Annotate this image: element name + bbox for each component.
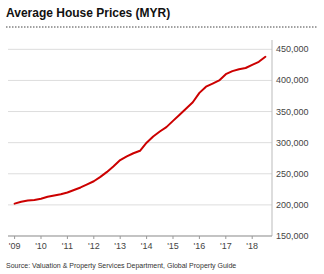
x-tick bbox=[173, 236, 174, 239]
x-tick bbox=[93, 236, 94, 239]
x-axis-line bbox=[8, 236, 272, 237]
plot-area bbox=[15, 57, 266, 204]
x-tick-label: '17 bbox=[220, 241, 232, 251]
grid-line bbox=[8, 142, 272, 143]
x-tick bbox=[120, 236, 121, 239]
x-tick bbox=[199, 236, 200, 239]
x-tick-label: '10 bbox=[35, 241, 47, 251]
x-tick bbox=[41, 236, 42, 239]
grid-line bbox=[8, 111, 272, 112]
x-tick bbox=[225, 236, 226, 239]
y-axis-line bbox=[272, 40, 273, 236]
y-tick-label: 200,000 bbox=[276, 200, 309, 210]
x-tick-label: '09 bbox=[9, 241, 21, 251]
y-tick-label: 400,000 bbox=[276, 75, 309, 85]
price-line bbox=[15, 57, 266, 204]
chart: Average House Prices (MYR) 150,000 200,000… bbox=[0, 0, 324, 274]
title-separator bbox=[6, 27, 318, 28]
grid-line bbox=[8, 204, 272, 205]
title: Average House Prices (MYR) bbox=[6, 6, 170, 20]
y-tick-label: 350,000 bbox=[276, 107, 309, 117]
x-tick bbox=[146, 236, 147, 239]
x-tick bbox=[14, 236, 15, 239]
grid-line bbox=[8, 173, 272, 174]
x-tick-label: '14 bbox=[141, 241, 153, 251]
grid-line bbox=[8, 236, 272, 237]
x-tick bbox=[67, 236, 68, 239]
x-tick-label: '11 bbox=[62, 241, 73, 251]
source: Source: Valuation & Property Services De… bbox=[6, 262, 236, 270]
y-tick-label: 300,000 bbox=[276, 138, 309, 148]
x-tick bbox=[252, 236, 253, 239]
grid-line bbox=[8, 80, 272, 81]
x-tick-label: '13 bbox=[114, 241, 126, 251]
y-tick-label: 150,000 bbox=[276, 231, 309, 241]
x-tick-label: '18 bbox=[246, 241, 258, 251]
y-tick-label: 250,000 bbox=[276, 169, 309, 179]
y-tick-label: 450,000 bbox=[276, 44, 309, 54]
x-tick-label: '12 bbox=[88, 241, 100, 251]
grid-line bbox=[8, 49, 272, 50]
x-tick-label: '16 bbox=[194, 241, 206, 251]
x-tick-label: '15 bbox=[167, 241, 179, 251]
